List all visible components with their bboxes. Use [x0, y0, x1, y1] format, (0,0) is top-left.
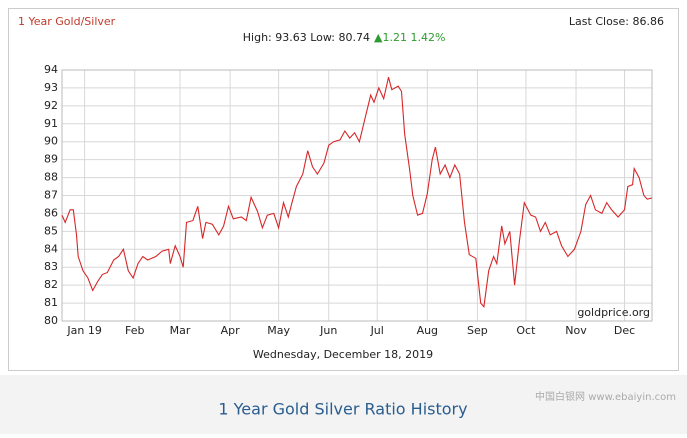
- watermark: 中国白银网 www.ebaiyin.com: [535, 390, 676, 403]
- y-tick-label: 84: [44, 242, 58, 255]
- x-tick-label: Sep: [467, 324, 488, 337]
- y-tick-label: 80: [44, 314, 58, 327]
- x-tick-label: Apr: [221, 324, 241, 337]
- x-tick-label: Feb: [125, 324, 144, 337]
- x-tick-label: Dec: [614, 324, 635, 337]
- date-label: Wednesday, December 18, 2019: [253, 348, 433, 361]
- y-tick-label: 91: [44, 117, 58, 130]
- x-tick-label: Jan 19: [66, 324, 101, 337]
- y-tick-label: 89: [44, 153, 58, 166]
- x-tick-label: Jul: [370, 324, 384, 337]
- y-tick-label: 86: [44, 206, 58, 219]
- summary: High: 93.63 Low: 80.74: [243, 31, 370, 44]
- y-tick-label: 88: [44, 171, 58, 184]
- x-tick-label: Aug: [417, 324, 438, 337]
- y-tick-label: 87: [44, 189, 58, 202]
- y-tick-label: 81: [44, 296, 58, 309]
- y-tick-label: 83: [44, 260, 58, 273]
- change: ▲1.21 1.42%: [374, 31, 445, 44]
- x-tick-label: Jun: [319, 324, 337, 337]
- y-tick-label: 94: [44, 63, 58, 76]
- x-tick-label: Mar: [170, 324, 191, 337]
- chart-frame: [8, 8, 679, 371]
- last-close: Last Close: 86.86: [569, 15, 664, 28]
- plot: 80 81 82 83 84 85 86 87 88 89 90 91 92 93 94 Jan 19 Feb M…: [44, 63, 653, 337]
- x-tick-label: Oct: [516, 324, 536, 337]
- x-tick-label: May: [267, 324, 290, 337]
- y-tick-label: 90: [44, 135, 58, 148]
- y-tick-label: 92: [44, 99, 58, 112]
- y-tick-label: 85: [44, 224, 58, 237]
- caption: 1 Year Gold Silver Ratio History: [218, 400, 467, 419]
- y-tick-label: 82: [44, 278, 58, 291]
- chart-title: 1 Year Gold/Silver: [18, 15, 116, 28]
- x-tick-label: Nov: [565, 324, 587, 337]
- plot-border: [61, 69, 653, 322]
- y-tick-label: 93: [44, 81, 58, 94]
- ratio-line: [61, 77, 653, 308]
- footer-band: [0, 375, 687, 434]
- source-label: goldprice.org: [577, 306, 650, 319]
